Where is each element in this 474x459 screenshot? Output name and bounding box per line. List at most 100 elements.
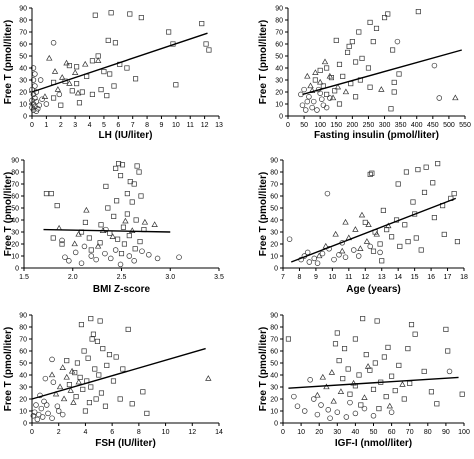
data-point-square bbox=[423, 164, 429, 170]
data-point-square bbox=[79, 89, 85, 95]
data-point-square bbox=[132, 246, 138, 252]
data-point-square bbox=[389, 373, 395, 379]
x-tick-label: 11 bbox=[345, 274, 352, 281]
y-tick-label: 40 bbox=[19, 373, 27, 380]
data-point-circle bbox=[311, 255, 318, 262]
x-tick-label: 15 bbox=[411, 274, 419, 281]
data-point-square bbox=[336, 61, 343, 67]
data-point-square bbox=[407, 380, 413, 386]
data-point-square bbox=[134, 163, 140, 169]
x-tick-label: 8 bbox=[137, 429, 141, 436]
y-tick-label: 50 bbox=[19, 361, 27, 368]
x-tick-label: 3.5 bbox=[214, 274, 224, 281]
data-point-circle bbox=[39, 96, 45, 102]
data-point-circle bbox=[294, 403, 301, 409]
data-point-square bbox=[58, 102, 64, 108]
data-point-square bbox=[111, 213, 117, 219]
data-point-square bbox=[108, 10, 114, 16]
data-point-square bbox=[376, 406, 382, 412]
data-point-circle bbox=[314, 411, 321, 418]
data-point-square bbox=[64, 358, 70, 364]
data-point-square bbox=[124, 65, 130, 71]
data-point-square bbox=[104, 93, 110, 99]
data-point-square bbox=[345, 366, 351, 372]
y-tick-label: 70 bbox=[270, 182, 278, 189]
data-point-triangle bbox=[361, 394, 368, 400]
data-point-square bbox=[434, 401, 440, 407]
y-tick-label: 20 bbox=[270, 397, 278, 404]
data-point-square bbox=[370, 386, 377, 392]
data-point-square bbox=[116, 161, 122, 167]
data-point-circle bbox=[370, 413, 377, 419]
data-point-circle bbox=[286, 236, 293, 242]
data-point-square bbox=[353, 94, 359, 100]
y-axis-label: Free T (pmol/liter) bbox=[3, 327, 14, 411]
data-point-square bbox=[362, 219, 368, 225]
x-tick-label: 450 bbox=[427, 122, 439, 129]
y-axis-label: Free T (pmol/liter) bbox=[258, 327, 269, 411]
data-point-triangle bbox=[364, 363, 372, 369]
data-point-square bbox=[317, 67, 323, 73]
data-point-square bbox=[129, 401, 135, 407]
y-tick-label: 20 bbox=[275, 90, 283, 97]
data-point-circle bbox=[299, 102, 306, 108]
x-tick-label: 70 bbox=[406, 429, 414, 436]
data-point-triangle bbox=[46, 54, 53, 61]
data-point-circle bbox=[55, 408, 62, 414]
data-point-square bbox=[435, 161, 441, 167]
data-point-triangle bbox=[314, 391, 321, 398]
data-point-circle bbox=[377, 249, 383, 256]
x-tick-label: 2.5 bbox=[117, 274, 127, 281]
x-tick-label: 16 bbox=[427, 274, 435, 281]
y-tick-label: 0 bbox=[23, 114, 27, 121]
data-point-square bbox=[138, 15, 144, 21]
y-tick-label: 80 bbox=[270, 325, 278, 332]
data-point-circle bbox=[436, 95, 443, 101]
x-tick-label: 7 bbox=[281, 274, 285, 281]
data-point-square bbox=[113, 165, 119, 171]
x-tick-label: 50 bbox=[370, 429, 378, 436]
data-point-square bbox=[408, 322, 415, 328]
data-point-triangle bbox=[82, 60, 89, 67]
data-point-square bbox=[415, 167, 421, 173]
x-tick-label: 1 bbox=[44, 122, 48, 129]
x-tick-label: 14 bbox=[215, 429, 223, 436]
data-point-square bbox=[415, 9, 421, 15]
y-tick-label: 80 bbox=[19, 325, 27, 332]
data-point-circle bbox=[291, 393, 297, 400]
x-tick-label: 0 bbox=[30, 429, 34, 436]
data-point-square bbox=[131, 181, 137, 187]
data-point-circle bbox=[103, 226, 109, 233]
x-tick-label: 1.5 bbox=[19, 274, 29, 281]
data-point-square bbox=[82, 219, 88, 225]
data-point-triangle bbox=[304, 72, 311, 79]
y-tick-label: 10 bbox=[270, 254, 278, 261]
x-tick-label: 10 bbox=[162, 429, 170, 436]
data-point-square bbox=[73, 394, 79, 400]
data-point-square bbox=[349, 39, 355, 45]
data-point-triangle bbox=[329, 94, 337, 101]
data-point-square bbox=[103, 183, 109, 189]
y-tick-label: 70 bbox=[19, 337, 27, 344]
data-point-circle bbox=[304, 98, 311, 105]
data-point-square bbox=[206, 47, 212, 53]
data-point-square bbox=[81, 348, 87, 354]
data-point-square bbox=[377, 241, 383, 247]
data-point-triangle bbox=[386, 402, 393, 409]
data-point-circle bbox=[117, 261, 124, 268]
data-point-square bbox=[324, 91, 330, 97]
data-point-square bbox=[431, 215, 437, 221]
data-point-circle bbox=[309, 104, 315, 111]
data-point-triangle bbox=[94, 242, 102, 249]
data-point-triangle bbox=[337, 388, 345, 394]
x-tick-label: 2.0 bbox=[68, 274, 78, 281]
data-point-triangle bbox=[321, 58, 329, 65]
x-tick-label: 6 bbox=[116, 122, 120, 129]
data-point-square bbox=[421, 189, 428, 195]
y-tick-label: 30 bbox=[19, 385, 27, 392]
y-tick-label: 30 bbox=[11, 230, 19, 237]
data-point-square bbox=[107, 71, 113, 77]
x-axis-label: LH (IU/liter) bbox=[99, 130, 153, 141]
x-tick-label: 17 bbox=[444, 274, 452, 281]
data-point-circle bbox=[320, 102, 327, 108]
